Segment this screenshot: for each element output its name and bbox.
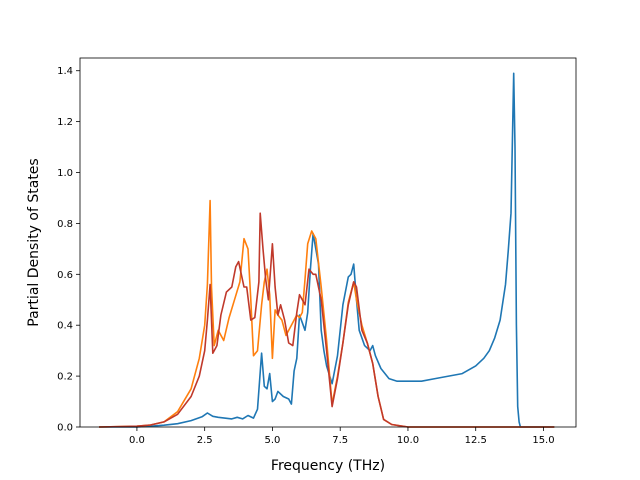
- series-layer: [98, 72, 555, 428]
- y-tick-label: 1.2: [57, 117, 73, 128]
- x-tick-label: 0.0: [129, 435, 145, 446]
- y-tick-label: 0.6: [57, 270, 73, 281]
- y-tick-label: 0.4: [57, 321, 73, 332]
- x-tick-label: 2.5: [197, 435, 213, 446]
- y-tick-label: 1.0: [57, 168, 73, 179]
- x-axis-label: Frequency (THz): [271, 458, 385, 474]
- y-tick-label: 0.2: [57, 372, 73, 383]
- x-tick-label: 12.5: [465, 435, 487, 446]
- y-tick-label: 0.0: [57, 423, 73, 434]
- y-axis-label: Partial Density of States: [26, 158, 42, 326]
- x-tick-label: 10.0: [397, 435, 419, 446]
- x-tick-label: 5.0: [264, 435, 280, 446]
- y-tick-label: 0.8: [57, 219, 73, 230]
- series-line-1: [99, 72, 555, 428]
- x-tick-label: 15.0: [532, 435, 554, 446]
- y-tick-label: 1.4: [57, 66, 73, 77]
- x-tick-label: 7.5: [332, 435, 348, 446]
- y-axis-ticks: 0.0 0.2 0.4 0.6 0.8 1.0 1.2 1.4: [57, 66, 80, 434]
- plot-area: 0.0 2.5 5.0 7.5 10.0 12.5 15.0 0.0 0.2 0.4 0.6 0.8…: [57, 57, 577, 446]
- x-axis-ticks: 0.0 2.5 5.0 7.5 10.0 12.5 15.0: [129, 427, 555, 446]
- axes-frame: [79, 57, 577, 428]
- series-line-3: [98, 212, 555, 428]
